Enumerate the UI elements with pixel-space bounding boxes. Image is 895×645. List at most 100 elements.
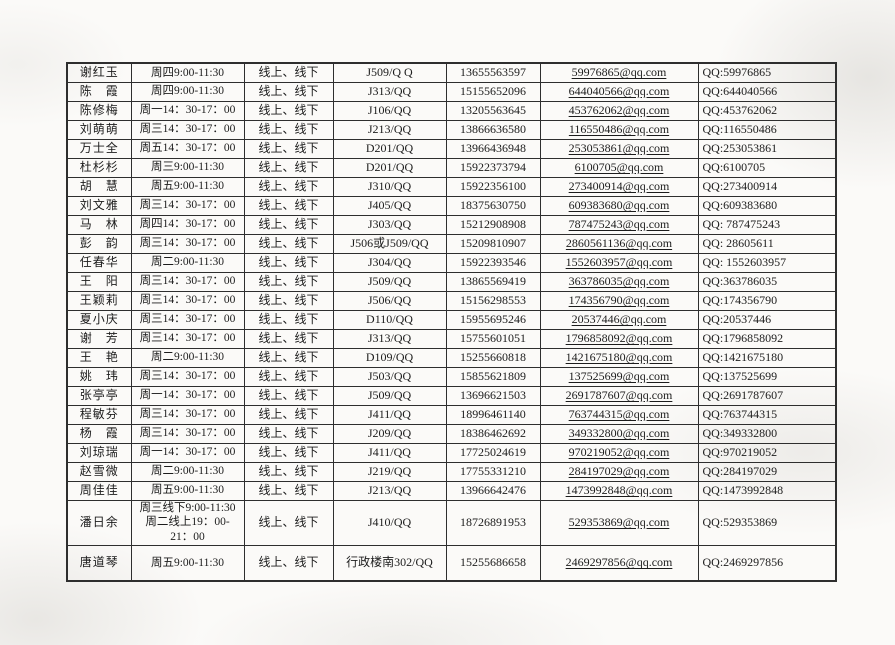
cell-name: 夏小庆 xyxy=(66,309,132,330)
cell-qq: QQ:2469297856 xyxy=(697,544,837,582)
cell-qq: QQ:253053861 xyxy=(697,138,837,159)
cell-name: 任春华 xyxy=(66,252,132,273)
cell-email: 763744315@qq.com xyxy=(539,404,699,425)
cell-mode: 线上、线下 xyxy=(243,328,334,349)
table-row: 万士全 周五14：30-17：00 线上、线下 D201/QQ 13966436948 2… xyxy=(66,138,837,159)
cell-phone: 13696621503 xyxy=(445,385,541,406)
cell-name: 王颖莉 xyxy=(66,290,132,311)
cell-mode: 线上、线下 xyxy=(243,214,334,235)
cell-name: 谢 芳 xyxy=(66,328,132,349)
email-link: 529353869@qq.com xyxy=(568,515,670,529)
cell-qq: QQ:1473992848 xyxy=(697,480,837,501)
cell-time: 周四9:00-11:30 xyxy=(130,81,245,102)
cell-mode: 线上、线下 xyxy=(243,290,334,311)
cell-time: 周二9:00-11:30 xyxy=(130,347,245,368)
cell-name: 潘日余 xyxy=(66,499,132,546)
cell-qq: QQ:2691787607 xyxy=(697,385,837,406)
table-row: 胡 慧周五9:00-11:30 线上、线下 J310/QQ 15922356100 27… xyxy=(66,176,837,197)
cell-room: J503/QQ xyxy=(332,366,447,387)
table-row: 潘日余 周三线下9:00-11:30 周二线上19：00- 21：00 线上、线下 J… xyxy=(66,499,837,546)
cell-phone: 18996461140 xyxy=(445,404,541,425)
contact-table: 谢红玉 周四9:00-11:30 线上、线下 J509/Q Q 13655563597 5… xyxy=(66,62,837,582)
cell-qq: QQ:174356790 xyxy=(697,290,837,311)
cell-phone: 13865569419 xyxy=(445,271,541,292)
table-row: 马 林周四14：30-17：00 线上、线下 J303/QQ 15212908908 7… xyxy=(66,214,837,235)
cell-mode: 线上、线下 xyxy=(243,461,334,482)
cell-room: J304/QQ xyxy=(332,252,447,273)
cell-time: 周三14：30-17：00 xyxy=(130,423,245,444)
cell-phone: 13966436948 xyxy=(445,138,541,159)
cell-mode: 线上、线下 xyxy=(243,366,334,387)
table-row: 任春华 周二9:00-11:30 线上、线下 J304/QQ 15922393546 15… xyxy=(66,252,837,273)
cell-phone: 15922393546 xyxy=(445,252,541,273)
cell-time: 周三14：30-17：00 xyxy=(130,195,245,216)
cell-mode: 线上、线下 xyxy=(243,62,334,83)
cell-email: 644040566@qq.com xyxy=(539,81,699,102)
email-link: 1473992848@qq.com xyxy=(565,483,673,497)
cell-phone: 17755331210 xyxy=(445,461,541,482)
cell-time: 周一14：30-17：00 xyxy=(130,385,245,406)
cell-mode: 线上、线下 xyxy=(243,480,334,501)
table-row: 王 阳周三14：30-17：00 线上、线下 J509/QQ 13865569419 3… xyxy=(66,271,837,292)
cell-email: 6100705@qq.com xyxy=(539,157,699,178)
cell-phone: 15212908908 xyxy=(445,214,541,235)
cell-qq: QQ: 787475243 xyxy=(697,214,837,235)
email-link: 1552603957@qq.com xyxy=(565,255,673,269)
cell-email: 284197029@qq.com xyxy=(539,461,699,482)
cell-room: D201/QQ xyxy=(332,138,447,159)
cell-phone: 15255686658 xyxy=(445,544,541,582)
cell-qq: QQ:349332800 xyxy=(697,423,837,444)
email-link: 363786035@qq.com xyxy=(568,274,670,288)
cell-qq: QQ: 1552603957 xyxy=(697,252,837,273)
cell-name: 王 阳 xyxy=(66,271,132,292)
cell-phone: 15922356100 xyxy=(445,176,541,197)
cell-name: 杨 霞 xyxy=(66,423,132,444)
table-row: 杨 霞周三14：30-17：00 线上、线下 J209/QQ 18386462692 3… xyxy=(66,423,837,444)
cell-name: 唐道琴 xyxy=(66,544,132,582)
email-link: 6100705@qq.com xyxy=(574,160,664,174)
cell-email: 970219052@qq.com xyxy=(539,442,699,463)
cell-name: 程敏芬 xyxy=(66,404,132,425)
cell-time: 周三9:00-11:30 xyxy=(130,157,245,178)
cell-name: 刘文雅 xyxy=(66,195,132,216)
cell-room: J405/QQ xyxy=(332,195,447,216)
cell-mode: 线上、线下 xyxy=(243,195,334,216)
cell-qq: QQ:137525699 xyxy=(697,366,837,387)
email-link: 970219052@qq.com xyxy=(568,445,670,459)
cell-room: J213/QQ xyxy=(332,480,447,501)
cell-phone: 17725024619 xyxy=(445,442,541,463)
cell-email: 174356790@qq.com xyxy=(539,290,699,311)
cell-phone: 15755601051 xyxy=(445,328,541,349)
table-row: 陈修梅 周一14：30-17：00 线上、线下 J106/QQ 13205563645 4… xyxy=(66,100,837,121)
cell-email: 59976865@qq.com xyxy=(539,62,699,83)
table-row: 刘文雅 周三14：30-17：00 线上、线下 J405/QQ 18375630750 6… xyxy=(66,195,837,216)
email-link: 2860561136@qq.com xyxy=(565,236,673,250)
cell-room: 行政楼南302/QQ xyxy=(332,544,447,582)
cell-mode: 线上、线下 xyxy=(243,252,334,273)
cell-mode: 线上、线下 xyxy=(243,81,334,102)
cell-room: J313/QQ xyxy=(332,328,447,349)
cell-qq: QQ:59976865 xyxy=(697,62,837,83)
cell-email: 609383680@qq.com xyxy=(539,195,699,216)
cell-email: 116550486@qq.com xyxy=(539,119,699,140)
cell-qq: QQ:970219052 xyxy=(697,442,837,463)
cell-phone: 15855621809 xyxy=(445,366,541,387)
cell-mode: 线上、线下 xyxy=(243,138,334,159)
cell-qq: QQ:284197029 xyxy=(697,461,837,482)
email-link: 609383680@qq.com xyxy=(568,198,670,212)
email-link: 174356790@qq.com xyxy=(568,293,670,307)
cell-qq: QQ:116550486 xyxy=(697,119,837,140)
cell-name: 周佳佳 xyxy=(66,480,132,501)
cell-qq: QQ:453762062 xyxy=(697,100,837,121)
table-row: 杜杉杉 周三9:00-11:30 线上、线下 D201/QQ 15922373794 61… xyxy=(66,157,837,178)
cell-mode: 线上、线下 xyxy=(243,347,334,368)
cell-name: 刘萌萌 xyxy=(66,119,132,140)
cell-time: 周二9:00-11:30 xyxy=(130,252,245,273)
cell-email: 453762062@qq.com xyxy=(539,100,699,121)
cell-name: 万士全 xyxy=(66,138,132,159)
cell-phone: 15155652096 xyxy=(445,81,541,102)
email-link: 1796858092@qq.com xyxy=(565,331,673,345)
cell-room: J313/QQ xyxy=(332,81,447,102)
cell-email: 1552603957@qq.com xyxy=(539,252,699,273)
email-link: 787475243@qq.com xyxy=(568,217,670,231)
